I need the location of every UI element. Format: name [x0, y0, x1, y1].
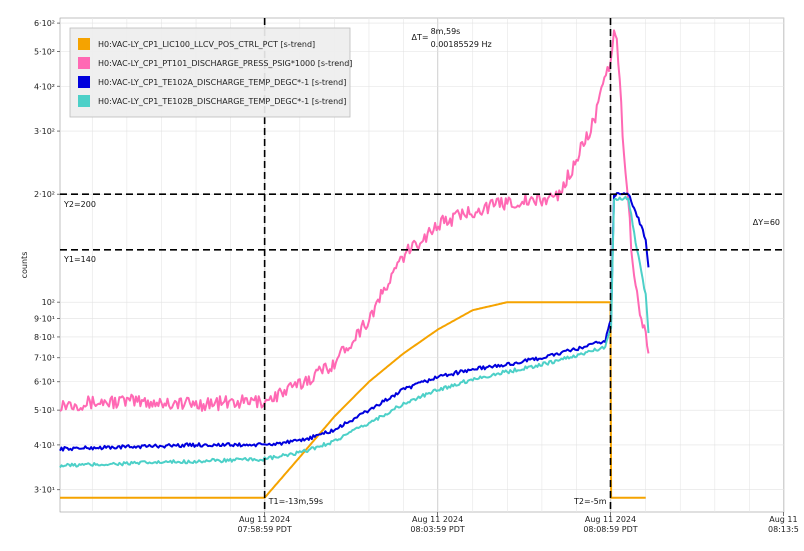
legend-entry: H0:VAC-LY_CP1_LIC100_LLCV_POS_CTRL_PCT […: [98, 40, 315, 49]
y-tick-label: 4·10¹: [34, 441, 55, 450]
legend-swatch: [78, 95, 90, 107]
series-line-4: [59, 195, 650, 469]
x-tick-label: 07:58:59 PDT: [237, 525, 291, 534]
legend-entry: H0:VAC-LY_CP1_PT101_DISCHARGE_PRESS_PSIG…: [98, 59, 352, 68]
legend-swatch: [78, 76, 90, 88]
series-line-1: [60, 301, 646, 499]
delta-y-label: ΔY=60: [753, 218, 780, 227]
y-tick-label: 10²: [42, 298, 55, 307]
y-tick-label: 8·10¹: [34, 333, 55, 342]
y-tick-label: 7·10¹: [34, 354, 55, 363]
y-tick-label: 6·10²: [34, 19, 55, 28]
x-tick-label: Aug 11 2024: [412, 515, 463, 524]
delta-t-value: 8m,59s: [431, 27, 461, 36]
legend-box: [69, 27, 351, 118]
y-tick-label: 2·10²: [34, 190, 55, 199]
legend-entry: H0:VAC-LY_CP1_TE102B_DISCHARGE_TEMP_DEGC…: [98, 97, 346, 106]
x-tick-label: 08:03:59 PDT: [410, 525, 464, 534]
series-line-2: [59, 29, 650, 412]
cursor-t1-label: T1=-13m,59s: [268, 497, 323, 506]
cursor-y2-label: Y2=200: [63, 200, 96, 209]
y-tick-label: 5·10²: [34, 48, 55, 57]
y-tick-label: 4·10²: [34, 82, 55, 91]
y-tick-label: 6·10¹: [34, 378, 55, 387]
delta-t-label: ΔT=: [412, 33, 429, 42]
x-tick-label: 08:13:5: [768, 525, 799, 534]
x-tick-label: Aug 11 2024: [585, 515, 636, 524]
grid: [60, 18, 785, 512]
cursor-y1-label: Y1=140: [63, 255, 96, 264]
delta-t-frequency: 0.00185529 Hz: [431, 40, 492, 49]
cursor-t2-label: T2=-5m: [573, 497, 607, 506]
y-tick-label: 3·10¹: [34, 486, 55, 495]
legend: H0:VAC-LY_CP1_LIC100_LLCV_POS_CTRL_PCT […: [69, 27, 352, 118]
y-tick-label: 5·10¹: [34, 406, 55, 415]
x-tick-label: Aug 11: [769, 515, 797, 524]
legend-entry: H0:VAC-LY_CP1_TE102A_DISCHARGE_TEMP_DEGC…: [98, 78, 346, 87]
x-tick-label: Aug 11 2024: [239, 515, 290, 524]
y-axis-label: counts: [20, 252, 29, 279]
legend-swatch: [78, 38, 90, 50]
series-layer: [59, 29, 650, 499]
legend-swatch: [78, 57, 90, 69]
y-tick-label: 9·10¹: [34, 315, 55, 324]
series-line-3: [59, 192, 650, 452]
x-tick-label: 08:08:59 PDT: [583, 525, 637, 534]
y-tick-label: 3·10²: [34, 127, 55, 136]
